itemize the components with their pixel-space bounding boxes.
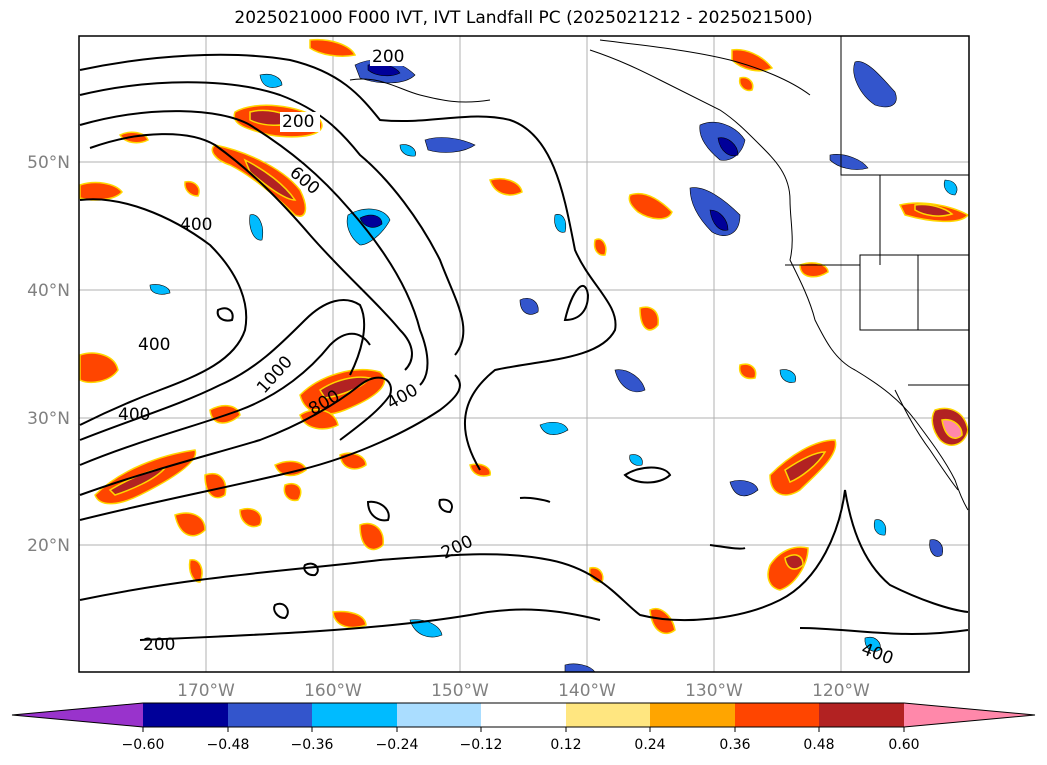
colorbar-tick: −0.12 [460, 737, 503, 753]
colorbar-tick: −0.36 [291, 737, 334, 753]
contour-label: 400 [118, 405, 150, 425]
colorbar-segment [481, 703, 566, 727]
lat-label-20n: 20°N [27, 536, 70, 556]
colorbar-tick: 0.60 [888, 737, 919, 753]
colorbar-segment [650, 703, 735, 727]
lat-label-30n: 30°N [27, 409, 70, 429]
colorbar-segment [397, 703, 481, 727]
lon-label-150w: 150°W [431, 681, 489, 701]
contour-label: 200 [143, 635, 175, 655]
lon-label-140w: 140°W [558, 681, 616, 701]
colorbar-tick: −0.48 [207, 737, 250, 753]
colorbar-segment [566, 703, 650, 727]
colorbar-segment [904, 703, 1035, 727]
coastlines [349, 36, 969, 511]
colorbar-segment [735, 703, 819, 727]
lon-labels: 170°W 160°W 150°W 140°W 130°W 120°W [177, 681, 870, 701]
lon-label-130w: 130°W [685, 681, 743, 701]
lat-label-50n: 50°N [27, 153, 70, 173]
lat-label-40n: 40°N [27, 281, 70, 301]
contour-label: 200 [372, 47, 404, 67]
colorbar-tick: 0.24 [634, 737, 665, 753]
colorbar: −0.60 −0.48 −0.36 −0.24 −0.12 0.12 0.24 … [11, 702, 1036, 753]
colorbar-segment [12, 703, 143, 727]
colorbar-tick: 0.12 [550, 737, 581, 753]
lon-label-170w: 170°W [177, 681, 235, 701]
contour-label: 400 [180, 215, 212, 235]
contour-label: 400 [138, 335, 170, 355]
map-background [79, 36, 969, 672]
lat-labels: 20°N 30°N 40°N 50°N [27, 153, 70, 556]
colorbar-tick: 0.48 [803, 737, 834, 753]
colorbar-tick: 0.36 [719, 737, 750, 753]
contour-label: 200 [282, 112, 314, 132]
lon-label-120w: 120°W [812, 681, 870, 701]
colorbar-segment [143, 703, 228, 727]
colorbar-tick: −0.24 [376, 737, 419, 753]
map-title: 2025021000 F000 IVT, IVT Landfall PC (20… [234, 8, 813, 28]
colorbar-tick: −0.60 [122, 737, 165, 753]
ivt-contours [79, 53, 969, 641]
map-frame [78, 35, 970, 673]
colorbar-segment [228, 703, 312, 727]
colorbar-segment [819, 703, 904, 727]
lon-label-160w: 160°W [304, 681, 362, 701]
colorbar-segment [312, 703, 397, 727]
